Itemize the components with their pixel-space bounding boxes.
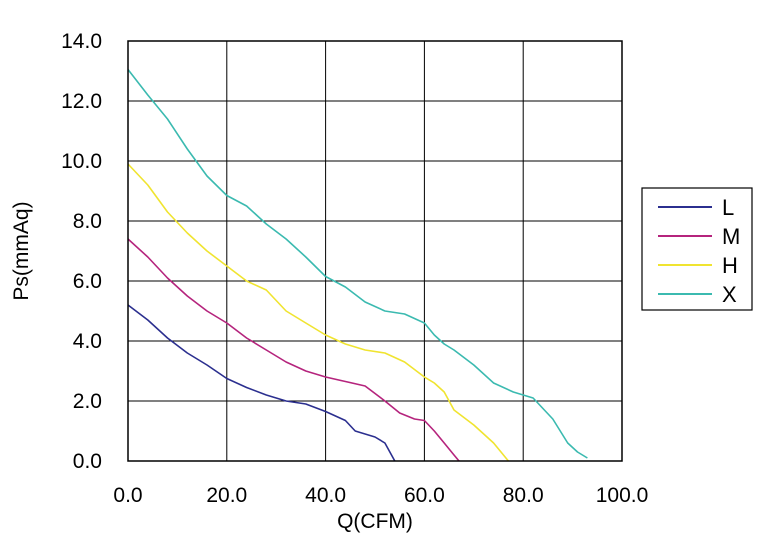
x-tick-label: 80.0 <box>503 484 544 507</box>
x-axis-label: Q(CFM) <box>337 510 413 533</box>
x-tick-label: 20.0 <box>206 484 247 507</box>
y-tick-label: 2.0 <box>73 390 102 413</box>
y-tick-label: 6.0 <box>73 270 102 293</box>
legend-label-h: H <box>722 253 738 278</box>
x-tick-label: 40.0 <box>305 484 346 507</box>
y-tick-label: 14.0 <box>61 30 102 53</box>
legend-box <box>641 187 753 311</box>
y-tick-label: 12.0 <box>61 90 102 113</box>
series-line-h <box>127 163 510 462</box>
y-tick-label: 10.0 <box>61 150 102 173</box>
y-tick-label: 8.0 <box>73 210 102 233</box>
x-tick-labels: 0.0 20.0 40.0 60.0 80.0 100.0 <box>113 484 648 507</box>
legend-label-l: L <box>722 195 734 220</box>
grid-lines <box>127 40 623 462</box>
y-axis-label: Ps(mmAq) <box>10 201 33 300</box>
series-line-m <box>127 238 460 462</box>
x-tick-label: 0.0 <box>113 484 142 507</box>
x-tick-label: 100.0 <box>596 484 649 507</box>
y-tick-label: 4.0 <box>73 330 102 353</box>
legend-label-m: M <box>722 224 740 249</box>
legend-label-x: X <box>722 282 737 307</box>
x-tick-label: 60.0 <box>404 484 445 507</box>
series-lines <box>127 69 588 462</box>
y-tick-label: 0.0 <box>73 450 102 473</box>
y-tick-labels: 0.0 2.0 4.0 6.0 8.0 10.0 12.0 14.0 <box>61 30 102 473</box>
plot-frame <box>127 40 623 462</box>
series-line-l <box>127 304 396 462</box>
series-line-x <box>127 69 588 459</box>
